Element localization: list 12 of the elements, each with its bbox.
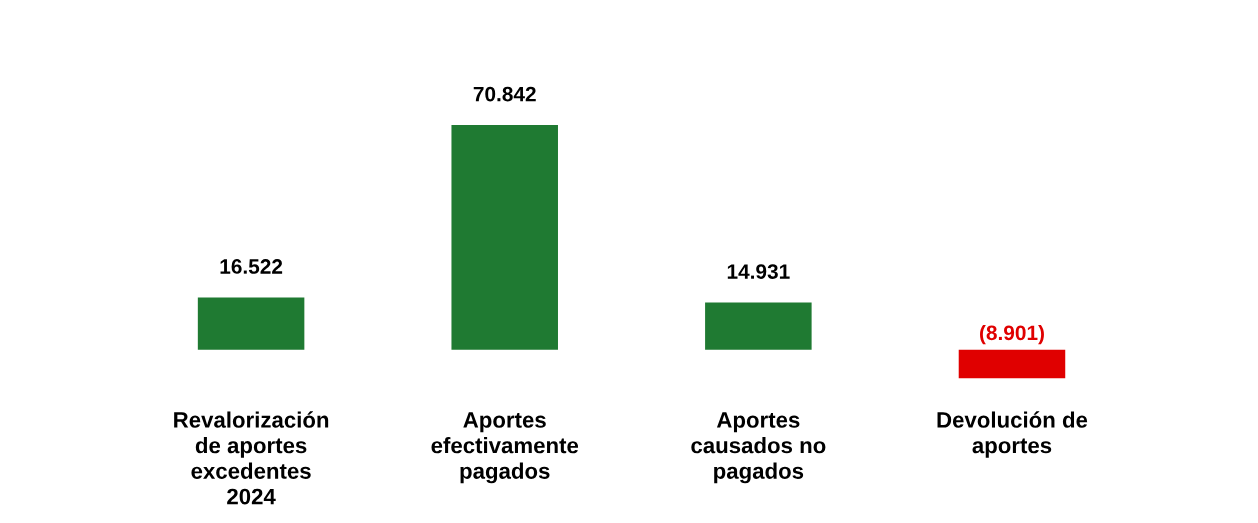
- x-tick-label: Revalorización de aportes excedentes 2024: [174, 411, 329, 505]
- bar: [451, 125, 558, 350]
- data-label: 16.522: [220, 259, 283, 274]
- data-label: 14.931: [727, 264, 790, 279]
- data-label: 70.842: [473, 86, 536, 102]
- x-tick-label: Aportes causados no pagados: [691, 412, 826, 484]
- bar: [197, 297, 305, 350]
- bar: [705, 302, 812, 350]
- x-tick-label: Aportes efectivamente pagados: [431, 412, 579, 484]
- x-tick-label: Devolución de aportes: [937, 411, 1088, 458]
- bar: [958, 349, 1066, 379]
- data-label: (8.901): [980, 324, 1044, 345]
